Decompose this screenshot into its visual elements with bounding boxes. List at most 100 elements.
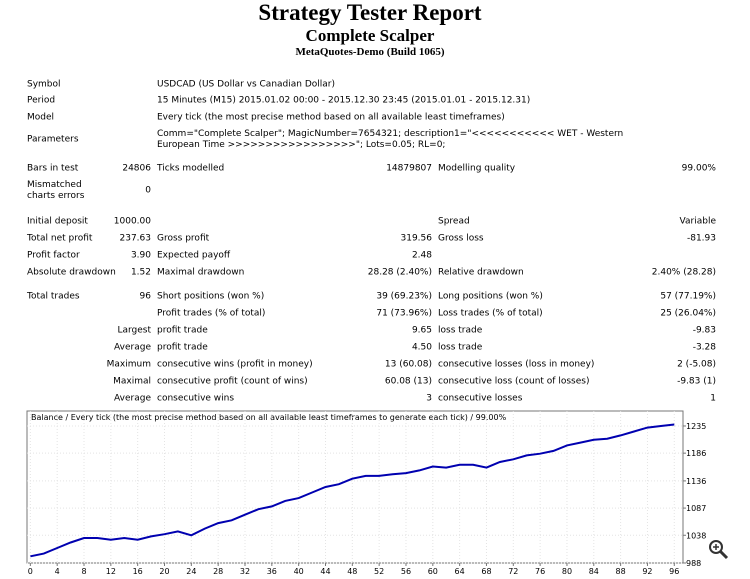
x-tick-label: 44 xyxy=(320,567,330,576)
x-tick-label: 20 xyxy=(159,567,169,576)
field-label: Symbol xyxy=(27,79,61,90)
x-tick-label: 80 xyxy=(562,567,572,576)
field-label: Profit trades (% of total) xyxy=(157,308,266,319)
stat-label: Average xyxy=(114,342,151,353)
y-tick-label: 1186 xyxy=(686,449,706,458)
y-tick-label: 1235 xyxy=(686,422,706,431)
field-value: 0 xyxy=(145,185,151,196)
field-value: 2.48 xyxy=(411,250,432,261)
stat-label: consecutive profit (count of wins) xyxy=(157,376,308,387)
report-title: Strategy Tester Report xyxy=(258,0,482,25)
x-tick-label: 60 xyxy=(428,567,438,576)
field-label: Total trades xyxy=(27,291,80,302)
x-tick-label: 52 xyxy=(374,567,384,576)
field-value: 2.40% (28.28) xyxy=(651,267,716,278)
stat-value: -3.28 xyxy=(692,342,716,353)
field-value: 237.63 xyxy=(119,233,152,244)
chart-title: Balance / Every tick (the most precise m… xyxy=(31,413,507,422)
field-value: -81.93 xyxy=(686,233,716,244)
x-tick-label: 92 xyxy=(642,567,652,576)
field-label: 15 Minutes (M15) 2015.01.02 00:00 - 2015… xyxy=(157,95,531,106)
stat-value: 3 xyxy=(426,393,432,404)
x-tick-label: 32 xyxy=(240,567,250,576)
stat-value: 4.50 xyxy=(411,342,432,353)
field-value: 3.90 xyxy=(130,250,151,261)
report-subtitle: Complete Scalper xyxy=(305,26,435,45)
field-value: 39 (69.23%) xyxy=(376,291,432,302)
field-value: 1000.00 xyxy=(113,216,151,227)
field-value: 319.56 xyxy=(400,233,433,244)
x-tick-label: 4 xyxy=(55,567,60,576)
field-label: Model xyxy=(27,112,55,123)
chart-frame xyxy=(26,410,684,564)
field-value: 24806 xyxy=(122,163,151,174)
stat-label: consecutive losses xyxy=(438,393,523,404)
stat-label: consecutive wins xyxy=(157,393,235,404)
x-tick-label: 0 xyxy=(28,567,33,576)
field-value: 57 (77.19%) xyxy=(660,291,716,302)
field-value: 99.00% xyxy=(681,163,716,174)
field-label: Bars in test xyxy=(27,163,79,174)
x-tick-label: 72 xyxy=(508,567,518,576)
stat-label: profit trade xyxy=(157,325,208,336)
stat-value: 1 xyxy=(710,393,716,404)
field-label: Gross loss xyxy=(438,233,484,244)
x-tick-label: 40 xyxy=(294,567,304,576)
stat-value: 9.65 xyxy=(411,325,432,336)
field-value: 1.52 xyxy=(130,267,151,278)
field-label: Ticks modelled xyxy=(157,163,225,174)
y-tick-label: 1087 xyxy=(686,504,706,513)
stat-label: Average xyxy=(114,393,151,404)
x-tick-label: 84 xyxy=(589,567,599,576)
stat-label: Maximum xyxy=(106,359,151,370)
stat-label: consecutive wins (profit in money) xyxy=(157,359,313,370)
x-tick-label: 56 xyxy=(401,567,411,576)
build-info: MetaQuotes-Demo (Build 1065) xyxy=(295,46,445,58)
field-label: USDCAD (US Dollar vs Canadian Dollar) xyxy=(157,79,336,90)
field-label: Long positions (won %) xyxy=(438,291,543,302)
x-tick-label: 16 xyxy=(133,567,143,576)
x-tick-label: 24 xyxy=(186,567,196,576)
field-label: Maximal drawdown xyxy=(157,267,245,278)
stat-label: Maximal xyxy=(113,376,151,387)
stat-label: loss trade xyxy=(438,325,483,336)
balance-line xyxy=(30,423,675,558)
stat-value: -9.83 xyxy=(692,325,716,336)
x-tick-label: 68 xyxy=(481,567,491,576)
field-label: Modelling quality xyxy=(438,163,516,174)
field-label: Period xyxy=(27,95,56,106)
y-tick-label: 988 xyxy=(686,559,701,568)
stat-label: Largest xyxy=(117,325,151,336)
field-label: Loss trades (% of total) xyxy=(438,308,543,319)
field-label: Relative drawdown xyxy=(438,267,524,278)
field-value: 96 xyxy=(139,291,151,302)
field-label: Spread xyxy=(438,216,470,227)
field-label: Expected payoff xyxy=(157,250,231,261)
field-label: Gross profit xyxy=(157,233,210,244)
stat-label: loss trade xyxy=(438,342,483,353)
field-value: 25 (26.04%) xyxy=(660,308,716,319)
field-label: Profit factor xyxy=(27,250,80,261)
zoom-icon[interactable] xyxy=(709,540,729,560)
x-tick-label: 76 xyxy=(535,567,545,576)
field-label: Short positions (won %) xyxy=(157,291,265,302)
field-value: 28.28 (2.40%) xyxy=(367,267,432,278)
field-label: Initial deposit xyxy=(27,216,88,227)
stat-label: consecutive losses (loss in money) xyxy=(438,359,595,370)
stat-label: consecutive loss (count of losses) xyxy=(438,376,590,387)
field-value: 14879807 xyxy=(386,163,432,174)
field-label: Mismatched charts errors xyxy=(27,180,85,201)
stat-value: -9.83 (1) xyxy=(677,376,716,387)
field-label: Every tick (the most precise method base… xyxy=(157,112,505,123)
x-tick-label: 96 xyxy=(669,567,679,576)
field-label: Absolute drawdown xyxy=(27,267,116,278)
stat-value: 2 (-5.08) xyxy=(677,359,716,370)
x-tick-label: 48 xyxy=(347,567,357,576)
x-tick-label: 36 xyxy=(267,567,277,576)
field-label: Total net profit xyxy=(27,233,93,244)
x-tick-label: 12 xyxy=(106,567,116,576)
x-tick-label: 28 xyxy=(213,567,223,576)
x-tick-label: 8 xyxy=(81,567,86,576)
